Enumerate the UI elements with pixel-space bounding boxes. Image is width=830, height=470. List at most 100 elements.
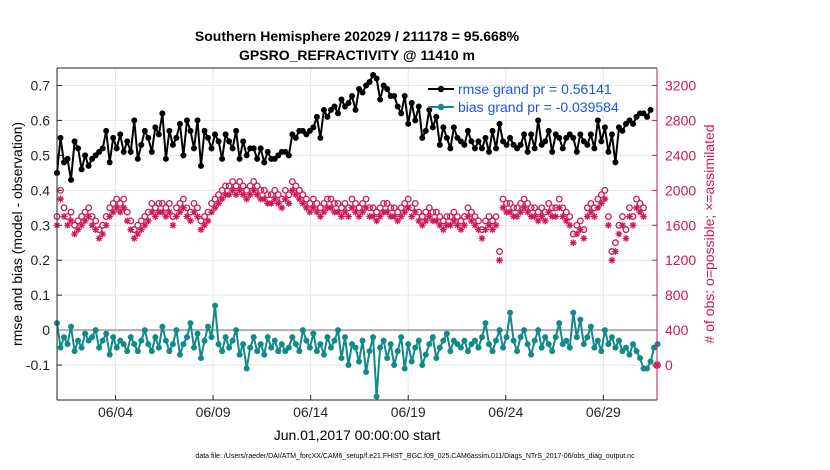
possible-obs-point [222, 182, 230, 190]
rmse-point [352, 106, 359, 113]
assimilated-obs-point [281, 195, 289, 203]
assimilated-obs-point [99, 230, 107, 238]
possible-obs-point [636, 199, 644, 207]
bias-point [166, 348, 173, 355]
possible-obs-point [137, 217, 145, 225]
bias-point [110, 334, 117, 341]
assimilated-obs-point [597, 200, 605, 207]
assimilated-obs-point [612, 248, 619, 255]
possible-obs-point [295, 186, 303, 194]
bias-point [257, 341, 264, 348]
bias-point [422, 351, 429, 358]
assimilated-obs-point [401, 208, 409, 216]
rmse-point [169, 141, 176, 148]
possible-obs-point [281, 186, 289, 194]
bias-point [584, 334, 591, 341]
rmse-point [166, 127, 173, 134]
bias-point [296, 348, 303, 355]
possible-obs-point [158, 199, 166, 207]
bias-point [342, 334, 348, 341]
bias-point [615, 337, 622, 344]
bias-point [507, 309, 514, 316]
possible-obs-point [520, 195, 528, 203]
rmse-point [124, 138, 131, 145]
bias-point [363, 369, 370, 376]
rmse-point [313, 113, 320, 120]
assimilated-obs-point [92, 226, 100, 234]
bias-point [401, 365, 408, 372]
assimilated-obs-point [141, 221, 149, 229]
bias-point [299, 327, 306, 334]
assimilated-obs-point [496, 256, 503, 264]
assimilated-obs-point [173, 213, 180, 220]
rmse-point [176, 120, 183, 127]
y-left-tick-label: 0.5 [31, 147, 51, 163]
bias-point [580, 341, 587, 348]
assimilated-obs-point [425, 213, 433, 220]
assimilated-obs-point [95, 234, 103, 242]
assimilated-obs-point [397, 213, 405, 220]
bias-point [124, 348, 131, 355]
bias-point [106, 351, 113, 358]
y-left-tick-label: 0.2 [31, 252, 51, 268]
assimilated-obs-point [580, 234, 588, 242]
bias-point [415, 337, 422, 344]
bias-point [275, 348, 282, 355]
rmse-point [261, 159, 268, 166]
assimilated-obs-point [436, 221, 444, 229]
assimilated-obs-point [373, 217, 381, 225]
possible-obs-point [387, 204, 395, 212]
assimilated-obs-point [144, 217, 152, 225]
x-tick-label: 06/19 [391, 404, 426, 420]
bias-point [198, 355, 204, 362]
bias-point [630, 341, 636, 348]
assimilated-obs-point [513, 213, 521, 220]
bias-point [475, 344, 482, 351]
rmse-point [433, 113, 440, 120]
rmse-point [338, 96, 345, 103]
possible-obs-point [116, 199, 124, 207]
assimilated-obs-point [208, 208, 215, 216]
bias-point [461, 337, 468, 344]
possible-obs-point [362, 195, 370, 203]
possible-obs-point [341, 199, 349, 207]
bias-point [138, 337, 145, 344]
chart-title-line-2: GPSRO_REFRACTIVITY @ 11410 m [239, 47, 475, 63]
bias-point [352, 344, 359, 351]
possible-obs-point [320, 199, 328, 207]
bias-point [482, 320, 489, 327]
bias-point [103, 330, 110, 337]
possible-obs-point [313, 199, 321, 207]
bias-point [570, 309, 577, 316]
assimilated-obs-point [369, 213, 377, 220]
rmse-point [559, 145, 566, 152]
bias-point [608, 334, 615, 341]
y-right-tick-label: 400 [665, 322, 689, 338]
rmse-point [436, 141, 443, 148]
assimilated-obs-point [376, 213, 384, 220]
rmse-point [243, 152, 250, 159]
assimilated-obs-point [74, 226, 82, 234]
possible-obs-point [257, 186, 265, 194]
possible-obs-point [109, 199, 117, 207]
possible-obs-point [527, 204, 535, 212]
assimilated-obs-point [517, 208, 525, 216]
bias-point [215, 341, 222, 348]
y-right-tick-label: 800 [665, 287, 689, 303]
possible-obs-point [179, 195, 187, 203]
assimilated-obs-point [394, 217, 402, 225]
rmse-point [493, 145, 500, 152]
possible-obs-point [394, 208, 402, 216]
possible-obs-point [106, 204, 114, 212]
assimilated-obs-point [552, 213, 560, 220]
assimilated-obs-point [492, 221, 500, 229]
bias-point [271, 337, 278, 344]
rmse-point [612, 159, 619, 166]
bias-point [373, 393, 380, 400]
assimilated-obs-point [457, 226, 465, 234]
possible-obs-point [148, 199, 156, 207]
assimilated-obs-point [590, 213, 598, 220]
possible-obs-point [622, 226, 630, 234]
assimilated-obs-point [285, 200, 293, 207]
